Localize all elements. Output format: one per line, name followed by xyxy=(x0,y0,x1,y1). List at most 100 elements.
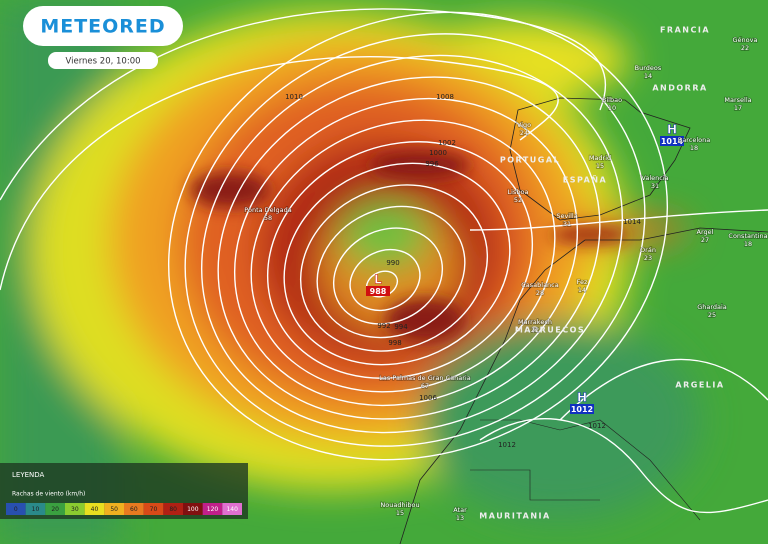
region-label: MAURITANIA xyxy=(479,512,550,521)
city-name: Burdeos xyxy=(635,64,662,72)
isobar-label: 990 xyxy=(386,259,399,267)
legend-tick: 120 xyxy=(207,506,219,513)
isobar xyxy=(283,162,511,366)
logo: METEORED xyxy=(40,16,165,38)
city-name: Barcelona xyxy=(678,136,710,144)
isobars xyxy=(167,11,669,461)
legend-subtitle: Rachas de viento (km/h) xyxy=(12,491,85,498)
isobar-label: 1012 xyxy=(498,441,516,449)
city-gust: 67 xyxy=(421,382,429,390)
legend-swatch xyxy=(84,503,105,515)
city-gust: 18 xyxy=(690,144,698,152)
city-name: Orán xyxy=(640,246,656,254)
isobar xyxy=(299,184,489,352)
pressure-type: L xyxy=(374,273,382,287)
city-gust: 23 xyxy=(644,254,652,262)
iberia-coast xyxy=(509,97,691,221)
isobar-label: 994 xyxy=(394,323,408,331)
isobar-label: 996 xyxy=(425,160,439,168)
city-name: Fez xyxy=(577,278,588,286)
isobar-1012 xyxy=(559,358,768,421)
city-gust: 31 xyxy=(651,182,659,190)
legend-tick: 50 xyxy=(110,506,118,513)
isobar xyxy=(217,76,601,420)
city-name: Argel xyxy=(697,228,714,236)
region-label: MARRUECOS xyxy=(515,326,585,335)
isobar xyxy=(233,97,579,407)
region-label: ANDORRA xyxy=(652,84,707,93)
city-name: Marsella xyxy=(724,96,751,104)
isobar xyxy=(167,11,669,461)
legend-tick: 100 xyxy=(187,506,199,513)
city-name: Sevilla xyxy=(556,212,577,220)
isobar-label: 1008 xyxy=(436,93,454,101)
isobar-label: 1014 xyxy=(623,218,641,226)
city-gust: 25 xyxy=(708,311,716,319)
legend-tick: 40 xyxy=(91,506,99,513)
legend-swatch xyxy=(202,503,223,515)
pressure-value-bg xyxy=(660,136,684,146)
city-gust: 31 xyxy=(563,220,571,228)
legend-tick: 20 xyxy=(51,506,59,513)
city-name: Las Palmas de Gran Canaria xyxy=(379,374,470,382)
city-name: Atar xyxy=(453,506,467,514)
legend-tick: 30 xyxy=(71,506,79,513)
legend-swatch xyxy=(124,503,144,515)
city-gust: 22 xyxy=(741,44,749,52)
city-gust: 28 xyxy=(536,289,544,297)
legend-title: LEYENDA xyxy=(12,471,45,479)
pressure-type: H xyxy=(577,391,587,405)
pressure-value: 988 xyxy=(370,287,387,296)
isobar xyxy=(266,141,534,379)
isobar xyxy=(349,248,421,312)
legend-swatch xyxy=(104,503,124,515)
city-name: Ponta Delgada xyxy=(244,206,291,214)
pressure-type: H xyxy=(667,123,677,137)
city-name: Valencia xyxy=(641,174,668,182)
pressure-value-bg xyxy=(366,286,390,296)
legend-swatch xyxy=(143,503,164,515)
legend-tick: 60 xyxy=(130,506,138,513)
legend-swatch xyxy=(25,503,46,515)
isobar xyxy=(250,119,556,393)
city-name: Génova xyxy=(733,36,758,44)
city-gust: 58 xyxy=(264,214,272,222)
africa-coast xyxy=(399,227,768,544)
legend-swatch xyxy=(183,503,203,515)
wind-highlights xyxy=(190,151,630,342)
legend-swatch xyxy=(6,503,26,515)
logo-pill xyxy=(23,6,183,46)
city-gust: 52 xyxy=(514,196,522,204)
region-label: ESPAÑA xyxy=(563,175,607,185)
city-gust: 14 xyxy=(644,72,652,80)
city-name: Ghardaia xyxy=(697,303,727,311)
city-name: Vigo xyxy=(517,121,531,129)
pressure-value: 1012 xyxy=(571,405,593,414)
city-gust: 15 xyxy=(596,162,604,170)
city-gust: 27 xyxy=(701,236,709,244)
legend-swatch xyxy=(222,503,242,515)
city-gust: 24 xyxy=(520,129,528,137)
wind-field xyxy=(0,0,700,544)
city-gust: 15 xyxy=(396,509,404,517)
isobar-label: 1006 xyxy=(419,394,437,402)
city-name: Marrakech xyxy=(518,318,552,326)
pressure-value: 1014 xyxy=(661,137,684,146)
isobar-outer xyxy=(0,56,559,291)
legend-tick: 0 xyxy=(14,506,18,513)
city-gust: 13 xyxy=(456,514,464,522)
pressure-value-bg xyxy=(570,404,594,414)
city-name: Lisboa xyxy=(508,188,529,196)
isobar-1014 xyxy=(469,209,768,231)
isobar-label: 1000 xyxy=(429,149,447,157)
city-name: Madrid xyxy=(589,154,611,162)
isobar-label: 992 xyxy=(377,322,390,330)
legend-tick: 140 xyxy=(226,506,238,513)
isobar-outer xyxy=(0,8,607,201)
city-name: Bilbao xyxy=(602,96,622,104)
isobar-label: 1010 xyxy=(285,93,303,101)
time-pill xyxy=(48,52,158,69)
isobar xyxy=(316,205,466,339)
legend-swatch xyxy=(163,503,183,515)
